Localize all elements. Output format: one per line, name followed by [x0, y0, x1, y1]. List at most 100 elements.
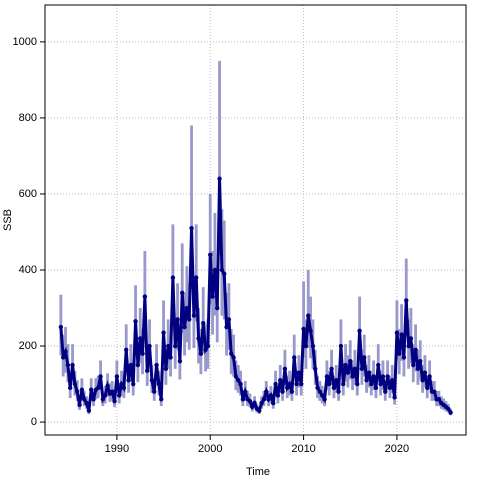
- data-point: [231, 355, 236, 360]
- data-point: [215, 305, 220, 311]
- data-point: [294, 381, 299, 387]
- confidence-band: [213, 212, 217, 316]
- series-line: [59, 178, 452, 414]
- data-point: [306, 313, 311, 318]
- data-point: [327, 381, 332, 387]
- data-point: [128, 362, 134, 368]
- confidence-band: [358, 296, 361, 359]
- data-point: [84, 400, 89, 406]
- data-point: [334, 378, 339, 383]
- data-point: [341, 381, 346, 387]
- data-point: [147, 343, 152, 349]
- data-point: [385, 374, 390, 379]
- data-point: [287, 381, 292, 387]
- confidence-band: [180, 243, 184, 333]
- confidence-band: [222, 220, 226, 320]
- data-point: [112, 398, 117, 404]
- confidence-band: [176, 283, 179, 350]
- x-tick-label: 2020: [385, 443, 409, 455]
- data-point: [355, 381, 360, 387]
- data-point: [205, 343, 211, 349]
- data-point: [219, 267, 225, 273]
- data-point: [273, 381, 278, 387]
- data-point: [72, 381, 78, 387]
- data-point: [392, 395, 397, 400]
- data-point: [301, 326, 306, 332]
- y-tick-label: 600: [19, 188, 37, 200]
- confidence-band: [185, 266, 189, 343]
- data-point: [275, 393, 281, 398]
- data-point: [292, 355, 297, 360]
- confidence-band: [208, 193, 212, 305]
- data-point: [163, 366, 169, 372]
- y-tick-label: 400: [19, 264, 37, 276]
- data-point: [289, 389, 295, 394]
- data-point: [135, 362, 141, 368]
- x-tick-label: 1990: [105, 443, 129, 455]
- data-point: [397, 351, 402, 356]
- data-point: [401, 355, 407, 360]
- y-tick-label: 200: [19, 340, 37, 352]
- data-point: [182, 324, 187, 330]
- data-point: [117, 393, 122, 398]
- data-point: [194, 275, 199, 280]
- data-point: [65, 362, 71, 368]
- data-point: [329, 366, 334, 372]
- data-point: [238, 381, 243, 387]
- data-point: [226, 317, 232, 322]
- confidence-band: [306, 269, 310, 348]
- data-point: [268, 393, 274, 398]
- data-point: [100, 397, 106, 402]
- data-point: [387, 385, 393, 391]
- data-point: [184, 305, 190, 311]
- confidence-band: [143, 250, 147, 335]
- confidence-band: [194, 224, 198, 322]
- data-point: [131, 381, 136, 387]
- data-point: [175, 317, 180, 322]
- data-point: [399, 332, 404, 337]
- data-point: [380, 374, 386, 379]
- data-point: [152, 389, 157, 394]
- data-point: [156, 381, 162, 387]
- data-point: [159, 397, 164, 402]
- y-tick-label: 1000: [13, 36, 37, 48]
- data-point: [233, 374, 239, 379]
- data-point: [315, 385, 320, 391]
- confidence-band: [162, 300, 165, 360]
- data-point: [282, 366, 288, 372]
- data-point: [180, 290, 185, 296]
- data-point: [285, 385, 290, 391]
- data-point: [394, 330, 400, 335]
- data-point: [212, 267, 218, 273]
- data-point: [75, 389, 80, 394]
- data-point: [352, 366, 358, 372]
- data-point: [324, 374, 330, 379]
- data-point: [376, 362, 381, 368]
- data-point: [119, 381, 124, 387]
- data-point: [331, 385, 337, 391]
- data-point: [105, 383, 110, 389]
- data-point: [142, 294, 148, 299]
- data-point: [252, 400, 257, 406]
- data-point: [420, 378, 425, 383]
- data-point: [257, 408, 262, 413]
- data-point: [413, 347, 418, 353]
- x-tick-label: 2010: [291, 443, 315, 455]
- data-point: [89, 387, 94, 392]
- data-point: [208, 252, 213, 257]
- plot-frame: [44, 4, 467, 436]
- data-point: [264, 389, 269, 394]
- data-point: [79, 387, 85, 392]
- confidence-band: [138, 308, 142, 364]
- data-point: [280, 389, 285, 394]
- data-point: [404, 298, 409, 303]
- data-point: [243, 389, 248, 394]
- data-point: [303, 343, 309, 349]
- data-point: [210, 294, 215, 299]
- data-point: [77, 402, 82, 408]
- data-point: [198, 351, 204, 356]
- data-point: [422, 370, 428, 375]
- data-point: [259, 400, 264, 406]
- data-point: [168, 355, 173, 360]
